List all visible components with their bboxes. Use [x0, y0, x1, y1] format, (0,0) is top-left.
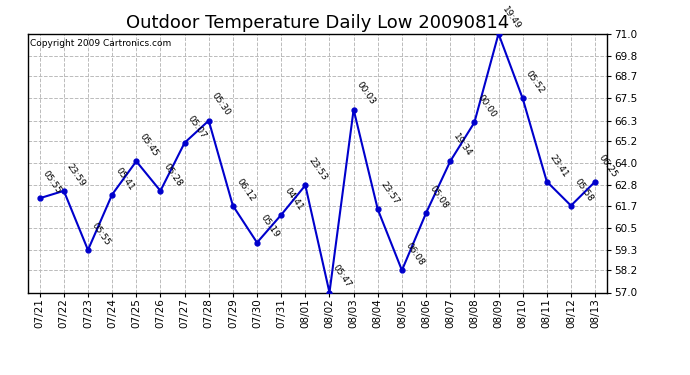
Text: 23:41: 23:41	[549, 153, 570, 179]
Text: 05:41: 05:41	[114, 165, 136, 192]
Text: 05:28: 05:28	[162, 162, 184, 188]
Text: 05:08: 05:08	[428, 184, 450, 210]
Text: 05:45: 05:45	[138, 132, 160, 159]
Text: 05:55: 05:55	[41, 169, 63, 195]
Text: 05:55: 05:55	[90, 221, 112, 247]
Text: 05:47: 05:47	[331, 264, 353, 290]
Text: 06:25: 06:25	[597, 153, 619, 179]
Text: 00:03: 00:03	[355, 80, 377, 107]
Text: 06:12: 06:12	[235, 177, 257, 203]
Text: 05:07: 05:07	[186, 114, 208, 140]
Text: 19:49: 19:49	[500, 5, 522, 31]
Text: Copyright 2009 Cartronics.com: Copyright 2009 Cartronics.com	[30, 39, 172, 48]
Title: Outdoor Temperature Daily Low 20090814: Outdoor Temperature Daily Low 20090814	[126, 14, 509, 32]
Text: 05:52: 05:52	[524, 69, 546, 96]
Text: 23:57: 23:57	[380, 180, 402, 207]
Text: 23:59: 23:59	[66, 162, 88, 188]
Text: 04:41: 04:41	[283, 186, 304, 212]
Text: 05:19: 05:19	[259, 213, 281, 240]
Text: 06:08: 06:08	[404, 241, 426, 267]
Text: 05:58: 05:58	[573, 177, 595, 203]
Text: 23:53: 23:53	[307, 156, 329, 183]
Text: 19:34: 19:34	[452, 132, 474, 159]
Text: 05:30: 05:30	[210, 92, 233, 118]
Text: 00:00: 00:00	[476, 93, 498, 120]
